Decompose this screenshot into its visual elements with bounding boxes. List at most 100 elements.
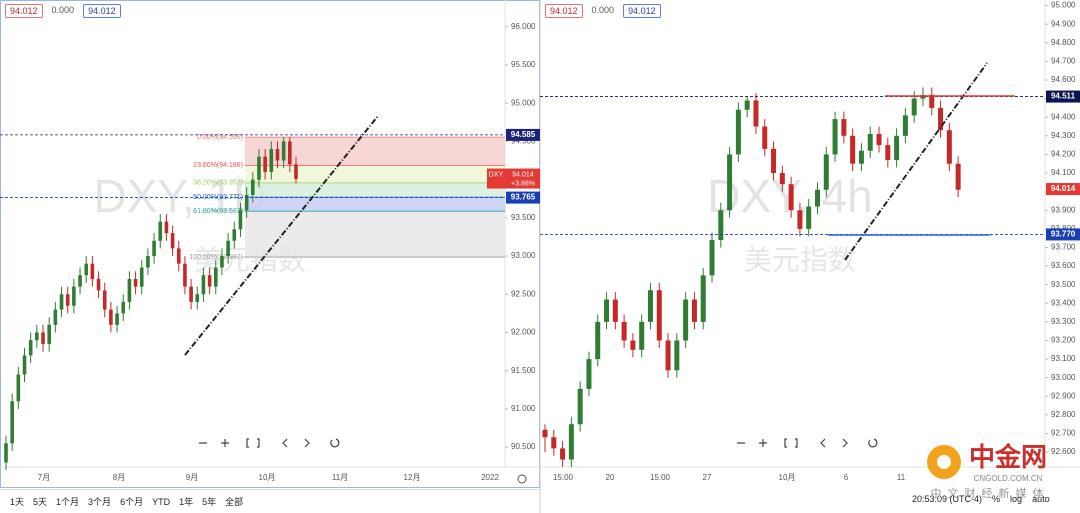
y-tick-label: 95.500 [511,60,536,69]
watermark: DXY, 1D [93,170,266,222]
candle-body [938,107,944,131]
candle-body [294,164,298,179]
status-item[interactable]: log [1010,494,1023,504]
x-tick-label: 9月 [186,473,198,482]
candle-body [189,286,193,302]
candle-body [226,240,230,257]
logo-name: 中金网 [969,442,1047,472]
candle-body [727,154,733,211]
range-button[interactable]: 3个月 [88,497,112,507]
nav-icons[interactable] [199,438,340,448]
candle-body [96,278,101,291]
candle-body [84,263,89,276]
status-item: 20:53:09 (UTC-4) [912,494,983,504]
price-header: 94.012 0.000 94.012 [545,4,661,18]
candle-body [753,100,759,127]
nav-icons[interactable] [737,438,878,448]
candle-body [577,388,583,425]
trend-line [844,62,988,261]
fib-band [245,182,505,198]
candle-body [109,309,113,325]
candle-body [604,299,610,322]
bid: 94.012 [5,4,43,18]
price-tag-label: 94.511 [1051,92,1076,101]
range-button[interactable]: 1天 [10,497,25,507]
candle-body [867,133,873,151]
candle-body [251,179,255,195]
y-tick-label: 93.000 [1051,373,1076,382]
x-tick-label: 2022 [481,473,499,482]
y-tick-label: 93.500 [1051,280,1076,289]
nav-buttons[interactable] [199,438,878,448]
x-tick-label: 10月 [779,473,796,482]
y-tick-label: 93.700 [1051,243,1076,252]
y-tick-label: 94.700 [1051,57,1076,66]
candle-body [146,256,150,268]
price-tag-label: 94.585 [511,130,536,139]
fib-band [245,165,505,183]
candle-body [630,340,636,350]
bid: 94.012 [545,4,583,18]
range-button[interactable]: 1年 [179,497,194,507]
candle-body [551,437,557,449]
y-tick-label: 93.100 [1051,354,1076,363]
x-tick-label: 15:00 [553,473,574,482]
fib-band [245,197,505,212]
price-tag [506,191,540,204]
candle-body [955,163,961,190]
ask: 94.012 [83,4,121,18]
status-item[interactable]: auto [1032,494,1050,504]
candle-body [771,148,777,174]
y-tick-label: 94.800 [1051,38,1076,47]
range-button[interactable]: 6个月 [120,497,144,507]
y-tick-label: 93.400 [1051,298,1076,307]
candle-body [164,221,169,234]
status-item[interactable]: % [992,494,1001,504]
candle-body [850,135,856,164]
last-symbol: DXY [489,171,504,178]
y-tick-label: 93.300 [1051,317,1076,326]
candle-body [115,313,119,325]
y-tick-label: 91.000 [511,404,536,413]
candle-body [72,286,76,306]
x-tick-label: 10月 [259,473,276,482]
y-tick-label: 92.700 [1051,429,1076,438]
y-tick-label: 94.500 [511,137,536,146]
ask: 94.012 [623,4,661,18]
candle-body [814,189,820,207]
candle-body [683,299,689,341]
x-tick-label: 7月 [38,473,50,482]
last-change: +3.88% [511,180,535,187]
y-tick-label: 92.800 [1051,410,1076,419]
range-button[interactable]: 全部 [225,497,244,507]
settings-icon[interactable] [517,474,527,484]
candle-body [735,109,741,155]
y-tick-label: 93.500 [511,213,536,222]
y-tick-label: 90.500 [511,442,536,451]
fib-label: 23.60%(94.186) [193,162,243,169]
price-tag-label: 93.770 [1051,230,1076,239]
y-tick-label: 92.900 [1051,391,1076,400]
candle-body [700,275,706,322]
y-tick-label: 94.200 [1051,150,1076,159]
range-button[interactable]: 5天 [33,497,48,507]
price-header: 94.012 0.000 94.012 [5,4,121,18]
trend-line [184,115,379,356]
candle-body [779,173,785,185]
x-tick-label: 11月 [332,473,348,482]
range-button[interactable]: YTD [152,496,171,507]
x-tick-label: 15:00 [650,473,671,482]
candle-body [238,210,243,230]
candle-body [823,154,829,190]
candle-body [832,119,838,155]
candle-body [911,98,917,116]
candle-body [718,210,724,241]
fib-label: 50.00%(93.771) [193,194,243,201]
y-tick-label: 93.600 [1051,261,1076,270]
y-tick-label: 92.500 [511,289,536,298]
range-button[interactable]: 5年 [202,497,217,507]
range-button[interactable]: 1个月 [56,497,80,507]
candle-body [665,340,671,371]
x-tick-label: 6 [844,473,849,482]
